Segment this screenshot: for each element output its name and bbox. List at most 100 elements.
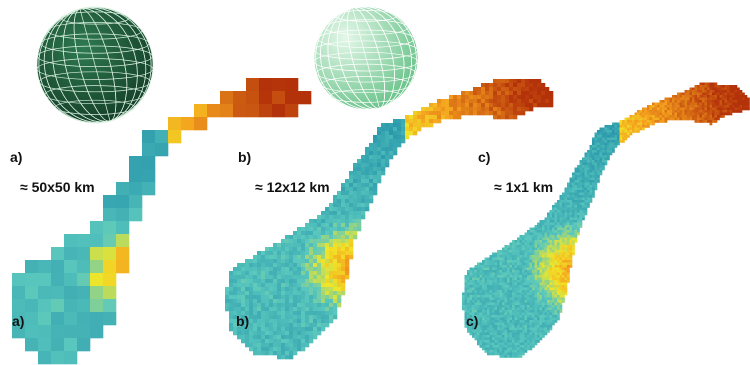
map-cell [465,303,468,306]
map-cell [341,223,345,227]
map-cell [241,339,245,343]
map-cell [535,298,538,301]
map-cell [369,195,373,199]
map-cell [587,195,590,198]
map-cell [562,195,565,198]
map-cell [610,138,613,141]
map-cell [550,220,553,223]
map-cell [567,225,570,228]
map-cell [527,330,530,333]
map-cell [509,111,513,115]
map-cell [313,319,317,323]
map-cell [51,325,64,338]
map-cell [533,87,537,91]
map-cell [552,248,555,251]
map-cell [542,223,545,226]
map-cell [515,273,518,276]
map-cell [590,185,593,188]
map-cell [520,305,523,308]
map-cell [225,287,229,291]
map-cell [281,355,285,359]
map-cell [595,168,598,171]
map-cell [517,305,520,308]
map-cell [281,271,285,275]
map-cell [570,258,573,261]
map-cell [547,275,550,278]
map-cell [600,135,603,138]
map-cell [500,250,503,253]
map-cell [595,180,598,183]
map-cell [527,255,530,258]
map-cell [477,340,480,343]
map-cell [552,235,555,238]
map-cell [537,313,540,316]
map-cell [341,231,345,235]
map-cell [537,103,541,107]
map-cell [470,280,473,283]
map-cell [341,239,345,243]
map-cell [265,311,269,315]
map-cell [570,240,573,243]
map-cell [577,225,580,228]
map-cell [487,293,490,296]
map-cell [727,98,730,101]
map-cell [341,287,345,291]
map-cell [677,93,680,96]
map-cell [545,285,548,288]
map-cell [329,203,333,207]
map-cell [373,175,377,179]
map-cell [690,113,693,116]
map-cell [687,118,690,121]
map-cell [481,107,485,111]
map-cell [477,273,480,276]
map-cell [475,298,478,301]
map-cell [377,179,381,183]
map-cell [233,271,237,275]
map-cell [720,108,723,111]
map-cell [587,165,590,168]
map-cell [495,295,498,298]
map-cell [353,179,357,183]
map-cell [625,135,628,138]
map-cell [225,299,229,303]
map-cell [505,330,508,333]
map-cell [555,248,558,251]
map-cell [672,100,675,103]
map-cell [737,105,740,108]
map-cell [535,230,538,233]
map-cell [552,268,555,271]
map-cell [361,187,365,191]
map-cell [697,100,700,103]
map-cell [515,250,518,253]
map-cell [461,99,465,103]
map-cell [249,323,253,327]
map-cell [285,247,289,251]
map-cell [517,318,520,321]
map-cell [542,323,545,326]
map-cell [730,85,733,88]
map-cell [520,285,523,288]
map-cell [730,108,733,111]
map-cell [532,345,535,348]
map-cell [572,240,575,243]
map-cell [630,123,633,126]
map-cell [540,265,543,268]
map-cell [365,191,369,195]
map-cell [695,90,698,93]
map-cell [453,95,457,99]
map-cell [502,273,505,276]
map-cell [325,299,329,303]
map-cell [560,288,563,291]
map-cell [570,178,573,181]
map-cell [652,118,655,121]
map-cell [505,338,508,341]
map-cell [635,128,638,131]
map-cell [497,275,500,278]
map-cell [341,251,345,255]
map-cell [305,255,309,259]
map-cell [532,273,535,276]
map-cell [740,95,743,98]
map-cell [532,313,535,316]
map-cell [612,143,615,146]
map-cell [550,298,553,301]
